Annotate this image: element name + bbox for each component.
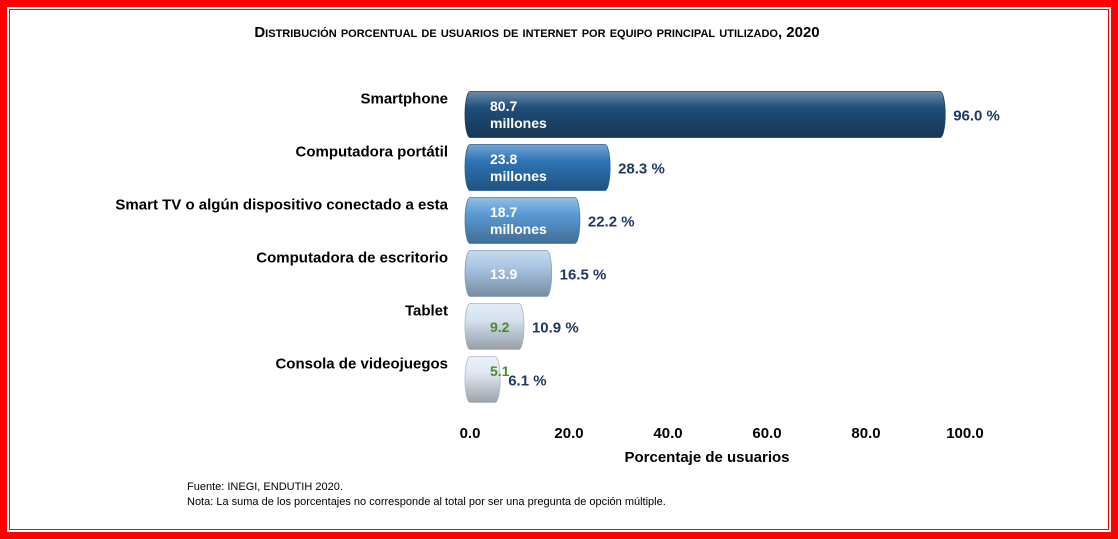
bar bbox=[464, 144, 611, 191]
category-label: Consola de videojuegos bbox=[275, 355, 448, 372]
bar bbox=[464, 250, 553, 297]
inner-label: 23.8 millones bbox=[490, 150, 547, 184]
value-label: 10.9 % bbox=[532, 319, 579, 336]
category-label: Smart TV o algún dispositivo conectado a… bbox=[115, 196, 448, 213]
x-tick-label: 0.0 bbox=[460, 425, 481, 442]
category-label: Computadora de escritorio bbox=[256, 249, 448, 266]
x-tick-label: 80.0 bbox=[851, 425, 880, 442]
x-tick-label: 40.0 bbox=[653, 425, 682, 442]
category-label: Tablet bbox=[405, 302, 448, 319]
inner-label: 18.7 millones bbox=[490, 203, 547, 237]
value-label: 96.0 % bbox=[953, 107, 1000, 124]
bar bbox=[464, 91, 946, 138]
inner-label: 80.7 millones bbox=[490, 97, 547, 131]
x-tick-label: 60.0 bbox=[752, 425, 781, 442]
inner-label: 9.2 bbox=[490, 318, 510, 335]
note: Nota: La suma de los porcentajes no corr… bbox=[187, 496, 666, 508]
inner-label: 13.9 bbox=[490, 265, 518, 282]
value-label: 6.1 % bbox=[508, 372, 546, 389]
x-axis-label: Porcentaje de usuarios bbox=[624, 449, 789, 466]
value-label: 16.5 % bbox=[560, 266, 607, 283]
inner-label: 5.1 bbox=[490, 362, 510, 379]
category-label: Computadora portátil bbox=[296, 143, 449, 160]
x-tick-label: 100.0 bbox=[946, 425, 984, 442]
value-label: 28.3 % bbox=[618, 160, 665, 177]
bar bbox=[464, 197, 581, 244]
chart-title: Distribución porcentual de usuarios de i… bbox=[254, 24, 819, 41]
value-label: 22.2 % bbox=[588, 213, 635, 230]
category-label: Smartphone bbox=[360, 90, 448, 107]
bar bbox=[464, 303, 525, 350]
source: Fuente: INEGI, ENDUTIH 2020. bbox=[187, 481, 343, 493]
x-tick-label: 20.0 bbox=[554, 425, 583, 442]
bar bbox=[464, 356, 501, 403]
